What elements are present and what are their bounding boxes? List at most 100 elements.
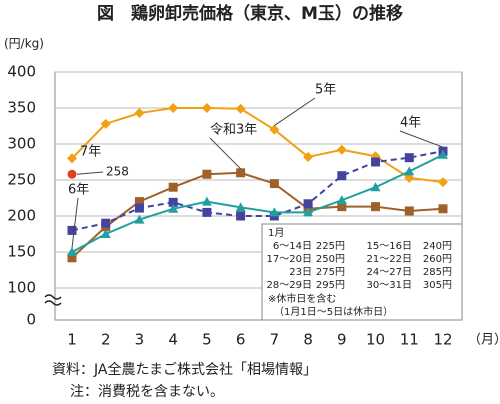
marker [67,153,77,164]
x-tick-label: 5 [202,331,212,349]
x-tick-label: 6 [236,331,246,349]
leader-line [209,137,241,170]
note-cell: 17～20日 [267,254,312,265]
marker [236,168,246,178]
note-footnote: （1月1日～5日は休市日） [274,305,393,318]
note-cell: 260円 [423,254,452,265]
marker [236,211,246,221]
marker [168,182,178,192]
note-cell: 28～29日 [267,280,312,291]
x-tick-label: 8 [303,331,313,349]
marker [201,103,212,113]
series-line [71,171,444,259]
x-tick-label: 7 [270,331,280,349]
note-footnote: ※休市日を含む [268,292,336,305]
x-axis-label: （月） [468,333,500,348]
marker [404,206,414,216]
series-line [71,150,444,232]
marker [67,169,77,179]
x-tick-label: 9 [337,331,347,349]
x-tick-label: 1 [67,331,77,349]
y-axis-label: (円/kg) [4,37,44,51]
marker [303,199,313,209]
marker [404,166,415,176]
series-line [71,153,444,253]
note: 注：消費税を含まない。 [70,384,224,400]
note-cell: 21～22日 [367,254,412,265]
marker [101,218,111,228]
series-label: 4年 [400,116,421,131]
marker [168,203,179,213]
marker [67,225,77,235]
note-cell: 24～27日 [367,267,412,278]
note-cell: 305円 [423,280,452,291]
leader-line [71,197,79,249]
y-tick-label: 200 [7,207,36,225]
note-cell: 240円 [423,241,452,252]
marker [303,207,314,217]
marker [269,179,279,189]
leader-line [399,130,444,148]
y-tick-label: 300 [7,135,36,153]
series-label: 7年 [80,145,101,160]
marker [336,195,347,205]
marker [202,169,212,179]
marker [235,103,246,114]
marker [202,207,212,217]
source: 資料：JA全農たまご株式会社「相場情報」 [52,361,317,378]
x-tick-label: 3 [135,331,145,349]
data-label: 258 [106,165,129,179]
marker [134,197,144,207]
marker [100,229,111,238]
note-cell: 225円 [316,241,345,252]
chart-title: 図 鶏卵卸売価格（東京、M玉）の推移 [97,3,403,24]
marker [371,202,381,212]
series-line [71,107,444,184]
series-label: 5年 [315,83,336,98]
marker [168,103,179,113]
y-tick-label: 150 [7,243,36,261]
marker [336,144,347,155]
note-cell: 23日 [289,267,312,278]
y-tick-label: 250 [7,171,36,189]
axis-break [44,294,62,306]
y-tick-label: 400 [7,63,36,81]
note-cell: 285円 [423,267,452,278]
marker [67,247,77,256]
note-cell: 6～14日 [273,241,312,252]
marker [100,118,111,129]
marker [269,207,280,217]
marker [134,108,145,119]
x-tick-label: 11 [400,331,419,349]
note-cell: 250円 [316,254,345,265]
marker [438,204,448,214]
series-label: 令和3年 [210,123,257,138]
marker [438,149,448,159]
marker [168,197,178,207]
marker [371,157,381,167]
marker [269,124,280,135]
series-label: 6年 [68,183,89,198]
note-title: 1月 [268,227,284,239]
x-tick-label: 12 [433,331,452,349]
marker [303,151,314,162]
note-cell: 15～16日 [367,241,412,252]
x-tick-label: 10 [366,331,385,349]
note-cell: 275円 [316,267,345,278]
marker [201,196,212,206]
marker [337,171,347,181]
marker [67,253,77,263]
leader-line [274,97,316,127]
x-tick-label: 4 [168,331,178,349]
y-tick-label: 0 [26,311,36,329]
marker [337,202,347,212]
marker [235,202,246,212]
x-tick-label: 2 [101,331,111,349]
marker [370,182,381,192]
y-tick-label: 100 [7,279,36,297]
marker [134,203,144,213]
marker [438,177,448,188]
marker [404,153,414,163]
leader-line [76,171,104,175]
